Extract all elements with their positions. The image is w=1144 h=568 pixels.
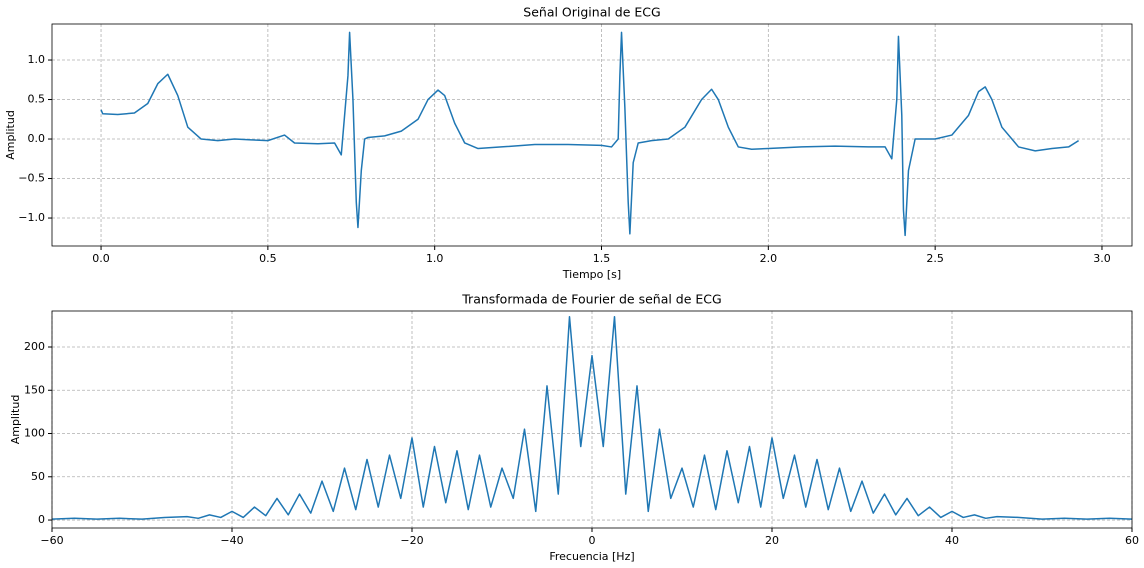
- chart-title: Transformada de Fourier de señal de ECG: [461, 292, 721, 307]
- x-axis-label: Frecuencia [Hz]: [549, 550, 634, 563]
- x-tick-label: −60: [40, 534, 63, 547]
- y-tick-label: 150: [24, 383, 45, 396]
- x-tick-label: 2.5: [926, 252, 944, 265]
- y-axis-label: Amplitud: [9, 395, 22, 445]
- x-tick-label: 0.5: [259, 252, 277, 265]
- y-tick-label: 100: [24, 427, 45, 440]
- x-tick-label: 0: [589, 534, 596, 547]
- axes-frame: [51, 310, 1133, 529]
- x-axis-label: Tiempo [s]: [562, 268, 621, 281]
- axes-frame: [51, 23, 1133, 247]
- y-tick-label: 0.5: [28, 93, 46, 106]
- y-tick-label: −1.0: [18, 211, 45, 224]
- x-tick-label: 60: [1125, 534, 1139, 547]
- y-tick-label: 0.0: [28, 132, 46, 145]
- y-axis-label: Amplitud: [4, 110, 17, 160]
- data-line: [100, 31, 1080, 237]
- x-tick-label: 1.0: [426, 252, 444, 265]
- data-line: [51, 315, 1133, 520]
- y-tick-label: −0.5: [18, 172, 45, 185]
- x-tick-label: 3.0: [1093, 252, 1111, 265]
- y-tick-label: 200: [24, 340, 45, 353]
- x-tick-label: −40: [220, 534, 243, 547]
- x-tick-label: 0.0: [92, 252, 110, 265]
- x-tick-label: 20: [765, 534, 779, 547]
- x-tick-label: 1.5: [593, 252, 611, 265]
- y-tick-label: 1.0: [28, 53, 46, 66]
- chart-title: Señal Original de ECG: [523, 5, 660, 20]
- x-tick-label: 40: [945, 534, 959, 547]
- y-tick-label: 50: [31, 470, 45, 483]
- x-tick-label: 2.0: [760, 252, 778, 265]
- y-tick-label: 0: [38, 513, 45, 526]
- x-tick-label: −20: [400, 534, 423, 547]
